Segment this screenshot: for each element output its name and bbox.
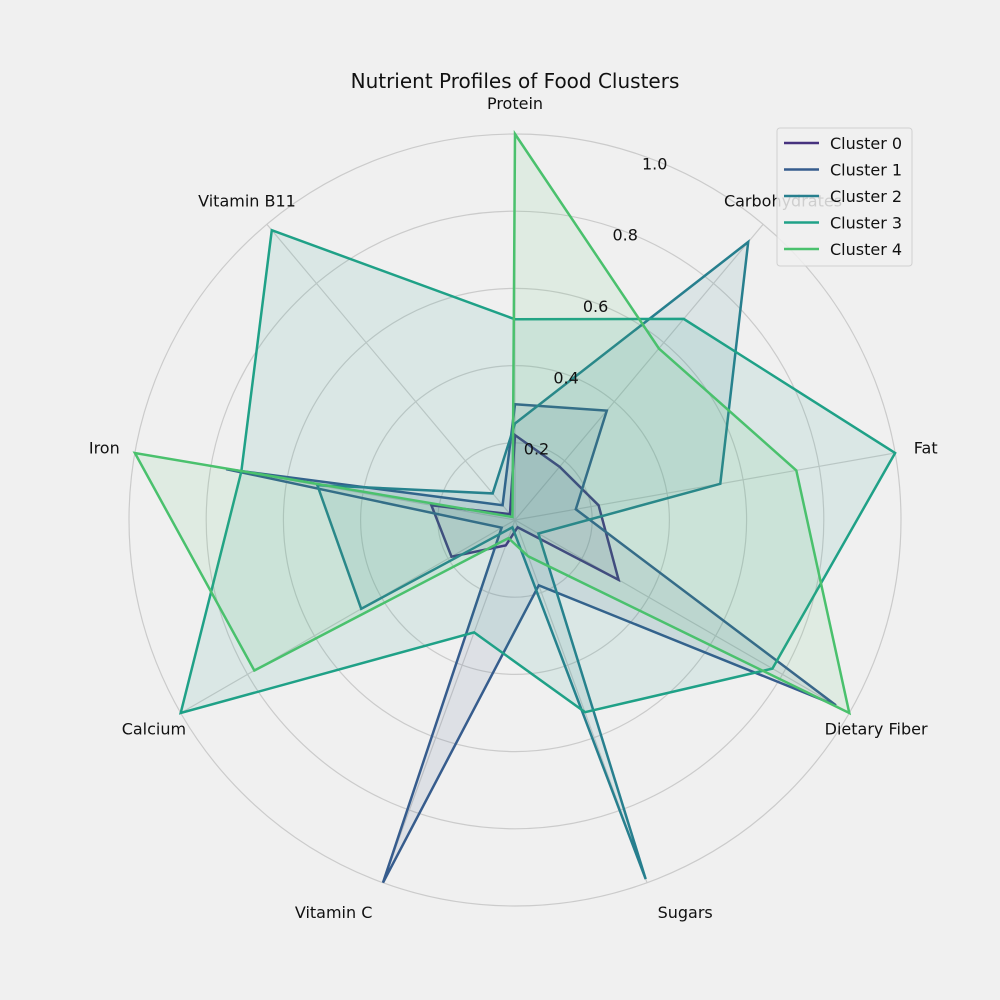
- radial-tick-label: 1.0: [642, 154, 667, 173]
- axis-label: Vitamin C: [295, 903, 373, 922]
- radial-tick-labels: 0.2 0.4 0.6 0.8 1.0: [524, 154, 668, 458]
- series-area-cluster-3: [180, 230, 896, 713]
- radar-series: [132, 129, 897, 884]
- radial-tick-label: 0.2: [524, 440, 549, 459]
- series-area-cluster-4: [134, 134, 850, 713]
- radial-tick-label: 0.6: [583, 297, 608, 316]
- axis-label: Sugars: [658, 903, 713, 922]
- legend-label: Cluster 4: [830, 240, 902, 259]
- chart-title: Nutrient Profiles of Food Clusters: [351, 69, 680, 93]
- legend-label: Cluster 2: [830, 187, 902, 206]
- legend: Cluster 0 Cluster 1 Cluster 2 Cluster 3 Clus…: [776, 127, 913, 267]
- grid-spoke: [180, 519, 516, 714]
- grid-spoke: [514, 519, 850, 714]
- axis-label: Fat: [914, 439, 938, 458]
- axis-label: Iron: [89, 439, 120, 458]
- legend-label: Cluster 0: [830, 134, 902, 153]
- series-area-cluster-1: [226, 404, 836, 883]
- radar-grid: [128, 133, 902, 907]
- radial-tick-label: 0.8: [612, 226, 637, 245]
- series-area-cluster-2: [317, 242, 749, 880]
- series-area-cluster-0: [431, 435, 619, 580]
- axis-label: Calcium: [122, 720, 186, 739]
- grid-spoke: [382, 519, 516, 883]
- series-line-cluster-3: [178, 228, 897, 715]
- legend-label: Cluster 1: [830, 161, 902, 180]
- radial-tick-label: 0.4: [553, 368, 578, 387]
- legend-label: Cluster 3: [830, 214, 902, 233]
- axis-label: Protein: [487, 94, 543, 113]
- axis-label: Dietary Fiber: [825, 720, 928, 739]
- legend-box: [776, 127, 913, 267]
- grid-spoke: [514, 223, 764, 521]
- grid-spoke: [266, 223, 516, 521]
- grid-spoke: [514, 452, 896, 521]
- axis-label: Vitamin B11: [198, 192, 296, 211]
- series-line-cluster-4: [132, 129, 852, 716]
- series-line-cluster-2: [315, 239, 750, 880]
